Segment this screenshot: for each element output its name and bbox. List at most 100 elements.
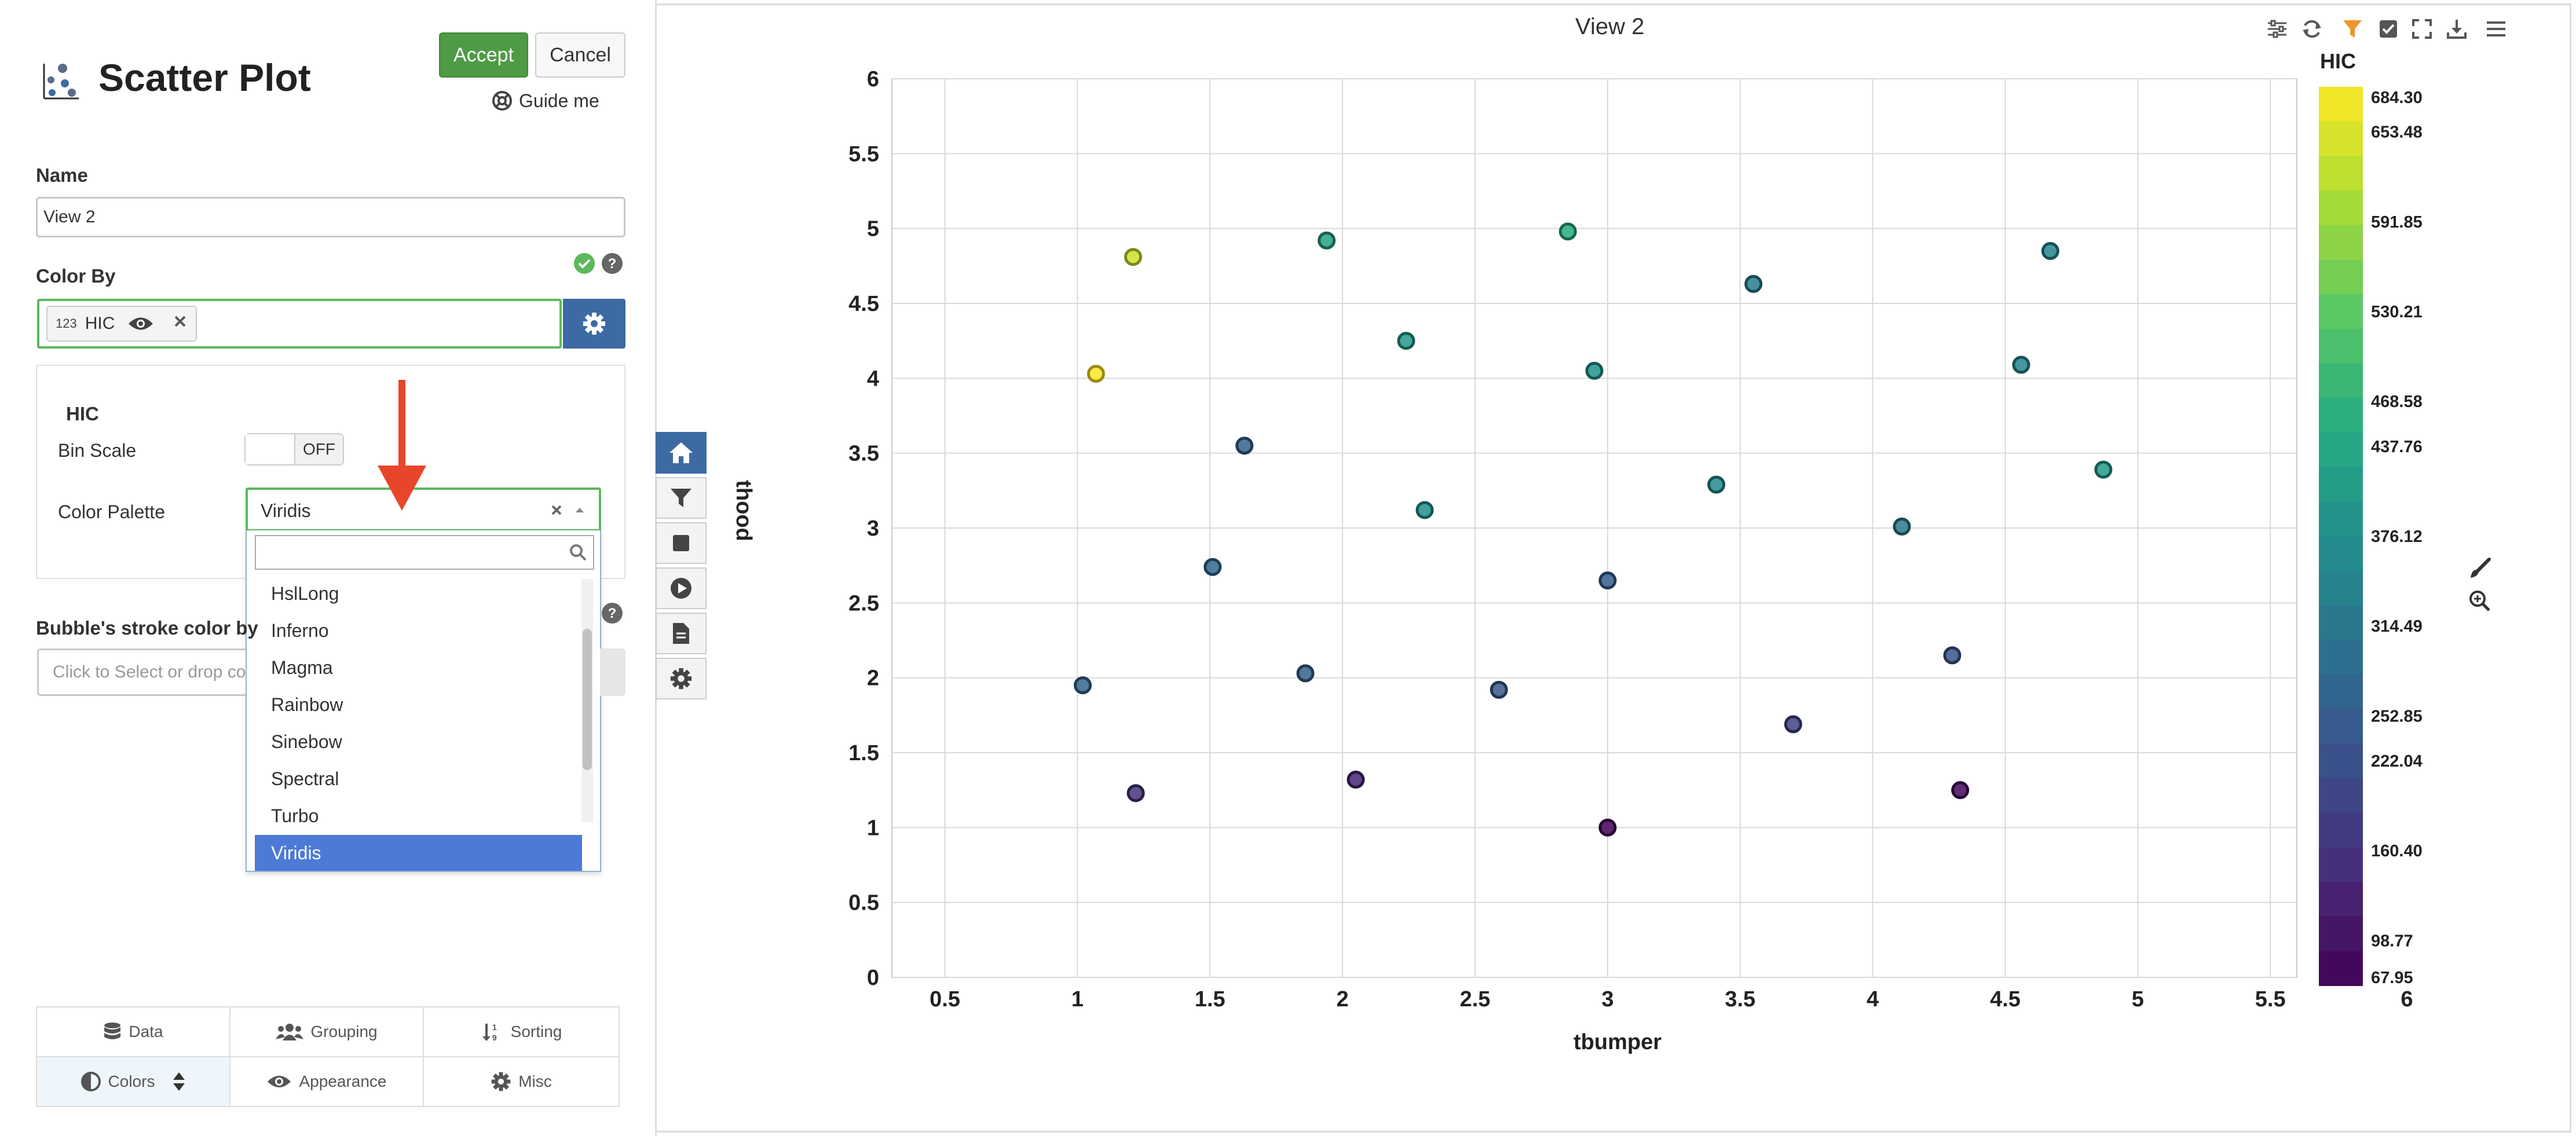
- palette-option-inferno[interactable]: Inferno: [271, 620, 329, 641]
- sort-arrows-icon[interactable]: [172, 1070, 186, 1093]
- eye-icon[interactable]: [127, 315, 154, 332]
- palette-option-turbo[interactable]: Turbo: [271, 805, 319, 826]
- lifebuoy-icon: [491, 90, 513, 112]
- filter-tool-button[interactable]: [656, 477, 707, 519]
- guide-me-link[interactable]: Guide me: [491, 88, 599, 113]
- colorbar-swatch: [2319, 328, 2363, 364]
- color-by-label: Color By: [36, 265, 116, 287]
- tab-colors[interactable]: Colors: [36, 1056, 230, 1107]
- x-tick-label: 2.5: [1460, 987, 1491, 1012]
- accept-button[interactable]: Accept: [439, 32, 528, 78]
- fullscreen-icon[interactable]: [2410, 17, 2434, 41]
- contrast-icon: [80, 1071, 101, 1092]
- paintbrush-icon[interactable]: [2468, 557, 2491, 580]
- document-tool-button[interactable]: [656, 613, 707, 654]
- colorbar-swatch: [2319, 778, 2363, 813]
- zoom-in-icon[interactable]: [2468, 589, 2491, 613]
- home-tool-button[interactable]: [656, 432, 707, 474]
- menu-icon[interactable]: [2484, 17, 2508, 41]
- y-tick-label: 0.5: [848, 891, 879, 915]
- colorbar-tick-label: 684.30: [2371, 89, 2423, 107]
- scatter-point: [1235, 437, 1254, 455]
- y-tick-label: 5.5: [848, 142, 879, 166]
- scatter-point: [2012, 356, 2030, 374]
- numeric-type-badge: 123: [56, 316, 77, 331]
- bin-scale-toggle[interactable]: OFF: [244, 433, 344, 466]
- tab-appearance[interactable]: Appearance: [229, 1056, 424, 1107]
- stroke-color-dropzone[interactable]: Click to Select or drop co: [37, 648, 246, 696]
- color-by-chip[interactable]: 123 HIC: [46, 306, 197, 342]
- colorbar-tick-label: 530.21: [2371, 303, 2423, 321]
- colorbar-swatch: [2319, 709, 2363, 745]
- palette-option-rainbow[interactable]: Rainbow: [271, 694, 343, 715]
- palette-option-magma[interactable]: Magma: [271, 657, 333, 678]
- cancel-button[interactable]: Cancel: [535, 32, 625, 78]
- colorbar-swatch: [2319, 363, 2363, 399]
- color-settings-button[interactable]: [563, 299, 625, 349]
- filter-icon: [669, 486, 693, 510]
- colorbar-tick-label: 252.85: [2371, 707, 2423, 725]
- x-axis-title: tbumper: [1574, 1030, 1662, 1054]
- refresh-icon[interactable]: [2300, 17, 2323, 41]
- x-tick-label: 3.5: [1725, 987, 1755, 1012]
- color-by-field-label: HIC: [85, 314, 115, 333]
- check-icon[interactable]: [2377, 17, 2400, 41]
- scatter-point: [2094, 460, 2113, 479]
- x-tick-label: 2: [1337, 987, 1349, 1012]
- colorbar-swatch: [2319, 570, 2363, 606]
- tab-appearance-label: Appearance: [299, 1072, 387, 1090]
- colorbar-swatch: [2319, 605, 2363, 641]
- settings-tool-button[interactable]: [656, 658, 707, 699]
- palette-option-spectral[interactable]: Spectral: [271, 768, 339, 789]
- search-icon: [569, 543, 587, 562]
- scatter-point: [1585, 361, 1604, 380]
- colorbar-swatch: [2319, 951, 2363, 986]
- colorbar-swatch: [2319, 294, 2363, 329]
- scatter-point: [1124, 248, 1143, 266]
- remove-chip-close-icon[interactable]: [170, 312, 190, 331]
- dropdown-scrollbar-thumb[interactable]: [583, 629, 592, 770]
- colorbar-swatch: [2319, 225, 2363, 261]
- x-tick-label: 4.5: [1990, 987, 2021, 1012]
- clear-selection-close-icon[interactable]: [548, 501, 565, 519]
- scatter-point: [1490, 680, 1508, 699]
- colorbar-tick-label: 468.58: [2371, 393, 2423, 411]
- stroke-settings-button[interactable]: [600, 648, 625, 696]
- filter-icon[interactable]: [2341, 17, 2364, 41]
- bin-scale-label: Bin Scale: [58, 440, 137, 461]
- tab-data[interactable]: Data: [36, 1006, 230, 1057]
- help-icon[interactable]: ?: [601, 252, 623, 274]
- tab-colors-label: Colors: [108, 1072, 155, 1090]
- palette-search-input[interactable]: [255, 535, 594, 570]
- scatter-point: [1943, 646, 1962, 665]
- caret-up-icon[interactable]: [573, 504, 586, 516]
- play-tool-button[interactable]: [656, 567, 707, 609]
- select-tool-button[interactable]: [656, 522, 707, 564]
- x-tick-label: 1: [1071, 987, 1084, 1012]
- colorbar-swatch: [2319, 640, 2363, 675]
- download-icon[interactable]: [2445, 17, 2468, 41]
- name-input[interactable]: View 2: [36, 197, 625, 237]
- panel-title: Scatter Plot: [98, 56, 311, 99]
- sliders-icon[interactable]: [2266, 17, 2289, 41]
- colorbar-tick-label: 222.04: [2371, 752, 2423, 771]
- scatter-point: [2041, 241, 2059, 260]
- palette-option-sinebow[interactable]: Sinebow: [271, 731, 342, 752]
- y-tick-label: 4: [867, 367, 879, 391]
- stroke-help-icon[interactable]: ?: [601, 602, 623, 624]
- palette-option-viridis[interactable]: Viridis: [255, 835, 582, 871]
- y-tick-label: 6: [867, 67, 879, 91]
- colorbar-tick-label: 160.40: [2371, 842, 2423, 860]
- colorbar-swatch: [2319, 501, 2363, 537]
- colorbar-bottom-label: 6: [2401, 987, 2413, 1012]
- gear-icon: [582, 312, 606, 336]
- palette-option-hsllong[interactable]: HslLong: [271, 582, 339, 604]
- colorbar-tick-label: 98.77: [2371, 932, 2413, 950]
- colorbar-swatch: [2319, 156, 2363, 192]
- y-tick-label: 3: [867, 516, 879, 541]
- tab-misc[interactable]: Misc: [423, 1056, 620, 1107]
- color-palette-select[interactable]: Viridis: [246, 488, 601, 532]
- colorbar-swatch: [2319, 812, 2363, 848]
